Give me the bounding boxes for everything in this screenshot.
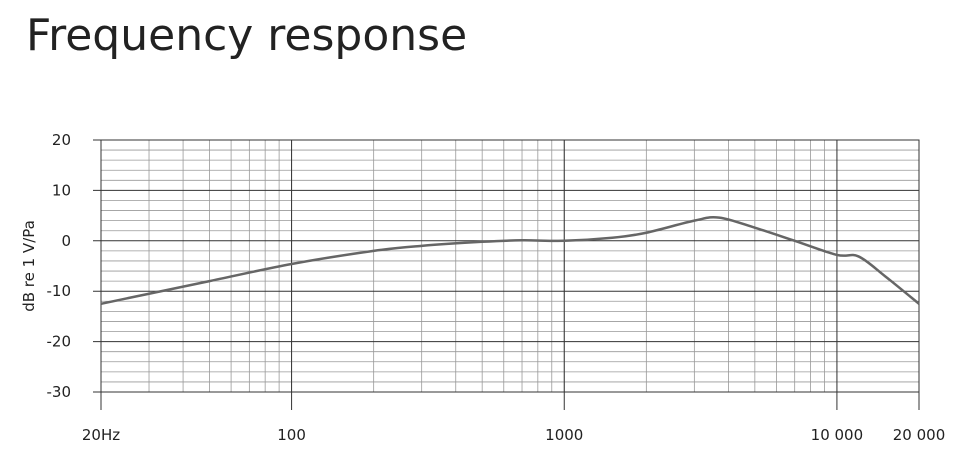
plot-frame xyxy=(100,139,920,393)
y-tick-label: 0 xyxy=(61,232,71,250)
y-tick-label: -10 xyxy=(47,282,72,300)
x-tick-label: 1000 xyxy=(545,426,583,444)
y-tick-label: -30 xyxy=(47,383,72,401)
y-tick-label: -20 xyxy=(47,333,72,351)
response-line xyxy=(100,215,920,306)
y-tick-label: 20 xyxy=(52,131,71,149)
x-tick-label: 100 xyxy=(277,426,306,444)
x-tick-label: 10 000 xyxy=(811,426,864,444)
y-axis-label: dB re 1 V/Pa xyxy=(20,220,38,312)
x-tick-label: 20Hz xyxy=(82,426,120,444)
chart-title: Frequency response xyxy=(26,10,467,61)
x-tick-label: 20 000 xyxy=(893,426,946,444)
y-tick-label: 10 xyxy=(52,181,71,199)
